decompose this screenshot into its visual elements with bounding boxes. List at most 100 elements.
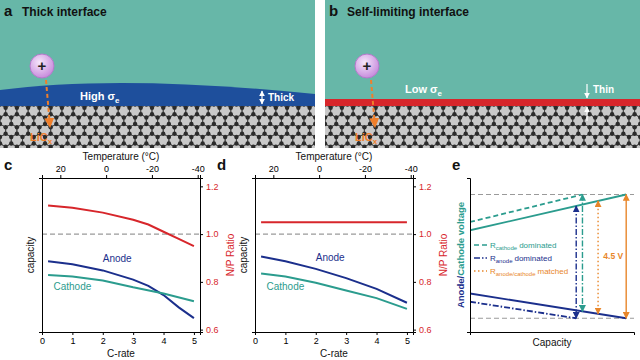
lattice-atom — [82, 132, 86, 136]
lattice-atom — [542, 145, 546, 148]
lattice-atom — [418, 132, 422, 136]
plot-area — [255, 222, 413, 309]
lattice-atom — [240, 145, 244, 148]
lattice-atom — [167, 122, 171, 126]
lattice-atom — [127, 145, 131, 148]
lattice-atom — [325, 122, 327, 126]
tick-label: 1 — [283, 336, 288, 346]
lattice-atom — [587, 125, 591, 129]
axis-title: capacity — [238, 237, 249, 274]
lattice-atom — [296, 145, 300, 148]
lattice-atom — [469, 135, 473, 139]
lattice-atom — [195, 112, 199, 116]
lattice-atom — [475, 106, 479, 110]
lattice-atom — [200, 122, 204, 126]
tick-mark — [273, 175, 274, 178]
lattice-atom — [139, 132, 143, 136]
axis-line — [43, 333, 201, 336]
lattice-atom — [554, 106, 558, 110]
lattice-atom — [621, 145, 625, 148]
lattice-atom — [285, 112, 289, 116]
tick: 0 — [253, 332, 258, 346]
annotation: 4.5 V — [603, 251, 623, 261]
tick-label: 0.8 — [206, 277, 219, 287]
label: Low σe — [405, 83, 443, 98]
lattice-atom — [492, 122, 496, 126]
lattice-atom — [110, 106, 114, 107]
lattice-atom — [234, 122, 238, 126]
lattice-atom — [509, 125, 513, 129]
lattice-atom — [486, 145, 490, 148]
lattice-atom — [480, 135, 484, 139]
lattice-atom — [285, 145, 289, 148]
lattice-atom — [576, 145, 580, 148]
lattice-atom — [60, 125, 64, 129]
tick-mark — [103, 332, 104, 335]
tick-mark — [60, 175, 61, 178]
arrow — [625, 195, 626, 319]
lattice-atom — [430, 125, 434, 129]
lattice-atom — [362, 125, 366, 129]
lattice-atom — [379, 141, 383, 145]
lattice-atom — [559, 135, 563, 139]
lattice-atom — [396, 125, 400, 129]
lattice-atom — [385, 106, 389, 110]
lattice-atom — [3, 112, 7, 116]
lattice-atom — [345, 122, 349, 126]
lattice-atom — [65, 122, 69, 126]
tick-mark — [198, 175, 199, 178]
lattice-atom — [20, 135, 24, 139]
lattice-atom — [492, 141, 496, 145]
lattice-atom — [475, 112, 479, 116]
lattice-atom — [189, 135, 193, 139]
tick-label: 0 — [104, 164, 109, 174]
lattice-atom — [139, 106, 143, 110]
lattice-atom — [302, 106, 306, 107]
series-line — [261, 221, 407, 223]
lattice-atom — [638, 115, 640, 119]
legend-symbol — [474, 244, 487, 246]
lattice-atom — [475, 125, 479, 129]
lattice-atom — [328, 145, 332, 148]
lattice-atom — [200, 135, 204, 139]
lattice-atom — [357, 122, 361, 126]
legend-symbol — [474, 270, 487, 272]
lattice-atom — [26, 112, 30, 116]
lattice-atom — [627, 122, 631, 126]
panel-letter: a — [4, 2, 13, 19]
tick-mark — [413, 186, 416, 187]
lattice-atom — [604, 115, 608, 119]
lattice-atom — [77, 135, 81, 139]
lattice-atom — [458, 106, 462, 107]
lattice-atom — [251, 112, 255, 116]
lattice-atom — [486, 106, 490, 110]
lattice-atom — [32, 122, 36, 126]
axis-line — [201, 179, 204, 333]
lattice-atom — [313, 141, 315, 145]
lattice-atom — [122, 135, 126, 139]
tick-mark — [319, 175, 320, 178]
lattice-atom — [155, 135, 159, 139]
tick: 0.6 — [200, 325, 219, 335]
tick-label: 20 — [269, 164, 279, 174]
lattice-atom — [229, 106, 233, 110]
lattice-atom — [424, 122, 428, 126]
lattice-atom — [447, 122, 451, 126]
lattice-atom — [407, 145, 411, 148]
tick-label: 1.2 — [206, 182, 219, 192]
lattice-atom — [291, 135, 295, 139]
lattice-atom — [402, 106, 406, 107]
lattice-atom — [195, 125, 199, 129]
lattice-atom — [469, 115, 473, 119]
lattice-atom — [43, 122, 47, 126]
lattice-atom — [195, 106, 199, 110]
lattice-atom — [638, 135, 640, 139]
lattice-atom — [424, 115, 428, 119]
lattice-atom — [503, 135, 507, 139]
lattice-atom — [582, 106, 586, 107]
lattice-atom — [385, 145, 389, 148]
tick-label: 4 — [375, 336, 380, 346]
lattice-atom — [559, 106, 563, 107]
lattice-atom — [458, 141, 462, 145]
lattice-atom — [525, 115, 529, 119]
